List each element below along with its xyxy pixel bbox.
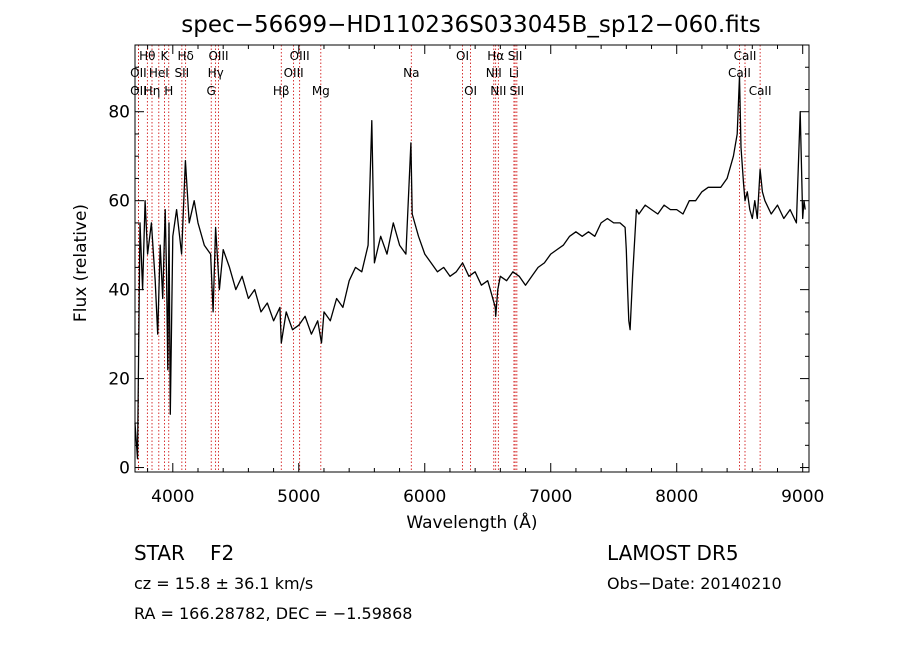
line-marker-label: OI xyxy=(464,84,477,98)
y-tick-label: 60 xyxy=(108,192,130,212)
line-marker-label: CaII xyxy=(728,66,751,80)
line-marker-label: HeI xyxy=(149,66,169,80)
line-marker-label: Hα xyxy=(487,49,504,63)
x-axis-ticks: 4000 5000 6000 7000 8000 9000 xyxy=(147,45,824,507)
line-marker-label: NII xyxy=(486,66,502,80)
x-tick-label: 9000 xyxy=(781,487,824,507)
line-marker-label: OIII xyxy=(284,66,304,80)
line-markers xyxy=(138,45,761,472)
line-marker-label: OI xyxy=(456,49,469,63)
y-axis-ticks: 0 20 40 60 80 xyxy=(108,66,809,479)
line-marker-label: Hη xyxy=(144,84,161,98)
line-marker-label: G xyxy=(207,84,216,98)
y-tick-label: 0 xyxy=(119,459,130,479)
line-marker-label: OII xyxy=(130,84,147,98)
line-marker-label: Li xyxy=(509,66,519,80)
y-tick-label: 20 xyxy=(108,370,130,390)
x-tick-label: 5000 xyxy=(277,487,320,507)
line-marker-label: Hβ xyxy=(273,84,290,98)
line-marker-label: Hθ xyxy=(139,49,155,63)
line-marker-label: Hδ xyxy=(177,49,193,63)
line-marker-label: SII xyxy=(175,66,190,80)
line-marker-labels: Hθ K Hδ OIII OIII OI Hα SII CaII OII HeI SII Hγ OIII N… xyxy=(130,49,771,98)
spectrum-line xyxy=(134,75,806,460)
line-marker-label: H xyxy=(164,84,173,98)
object-class: STAR xyxy=(134,541,185,565)
y-axis-label: Flux (relative) xyxy=(71,204,91,322)
x-tick-label: 6000 xyxy=(403,487,446,507)
y-tick-label: 80 xyxy=(108,103,130,123)
line-marker-label: CaII xyxy=(749,84,772,98)
x-tick-label: 7000 xyxy=(529,487,572,507)
chart-title: spec−56699−HD110236S033045B_sp12−060.fit… xyxy=(181,12,760,38)
plot-frame xyxy=(134,44,810,473)
line-marker-label: OIII xyxy=(290,49,310,63)
line-marker-label: K xyxy=(161,49,170,63)
redshift-readout: cz = 15.8 ± 36.1 km/s xyxy=(134,574,313,593)
line-marker-label: SII xyxy=(509,84,524,98)
line-marker-label: SII xyxy=(508,49,523,63)
line-marker-label: OIII xyxy=(208,49,228,63)
observation-date: Obs−Date: 20140210 xyxy=(607,574,782,593)
line-marker-label: OII xyxy=(130,66,147,80)
line-marker-label: NII xyxy=(490,84,506,98)
line-marker-label: Na xyxy=(403,66,419,80)
line-marker-label: Hγ xyxy=(208,66,224,80)
coordinates-readout: RA = 166.28782, DEC = −1.59868 xyxy=(134,604,412,623)
x-tick-label: 4000 xyxy=(151,487,194,507)
x-axis-label: Wavelength (Å) xyxy=(406,511,537,533)
line-marker-label: Mg xyxy=(312,84,330,98)
y-tick-label: 40 xyxy=(108,281,130,301)
line-marker-label: CaII xyxy=(734,49,757,63)
survey-name: LAMOST DR5 xyxy=(607,541,739,565)
object-subclass: F2 xyxy=(210,541,234,565)
x-tick-label: 8000 xyxy=(655,487,698,507)
